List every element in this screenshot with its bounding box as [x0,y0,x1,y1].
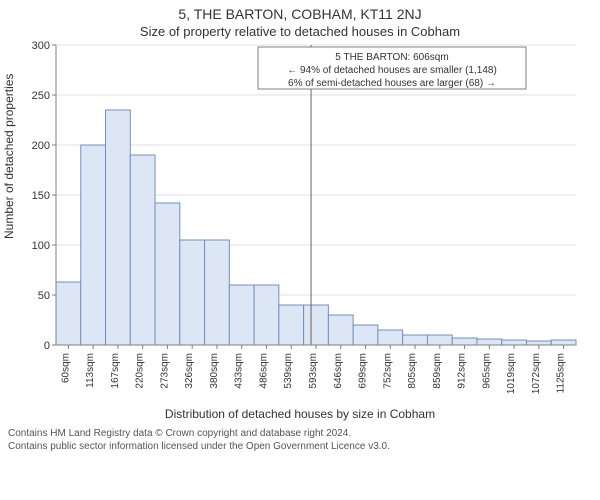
chart-container: Number of detached properties 0 50 100 150 2… [0,39,600,421]
histogram-bar [254,285,279,345]
x-tick-label: 326sqm [184,353,195,389]
histogram-bar [526,341,551,345]
x-tick-label: 220sqm [135,353,146,389]
main-title: 5, THE BARTON, COBHAM, KT11 2NJ [0,6,600,22]
x-axis-label: Distribution of detached houses by size … [0,407,600,421]
histogram-bar [477,339,502,345]
footer-line-2: Contains public sector information licen… [8,440,592,453]
histogram-bar [403,335,428,345]
histogram-bar [279,305,304,345]
y-tick-label: 200 [32,140,50,152]
annotation-line: 6% of semi-detached houses are larger (6… [288,78,496,89]
x-tick-label: 752sqm [382,353,393,389]
x-tick-label: 486sqm [258,353,269,389]
histogram-bar [551,340,576,345]
footer-line-1: Contains HM Land Registry data © Crown c… [8,427,592,440]
histogram-bar [180,240,205,345]
histogram-bar [155,203,180,345]
histogram-bar [229,285,254,345]
x-tick-label: 1072sqm [531,353,542,394]
histogram-bar [130,155,155,345]
x-tick-label: 646sqm [333,353,344,389]
annotation-line: 5 THE BARTON: 606sqm [335,52,448,63]
histogram-chart: 0 50 100 150 200 250 300 60sqm 113sqm 167sqm 220sq… [0,39,600,405]
histogram-bar [56,282,81,345]
histogram-bar [378,330,403,345]
annotation-line: ← 94% of detached houses are smaller (1,… [287,65,497,76]
y-axis-label: Number of detached properties [2,74,16,239]
footer-attribution: Contains HM Land Registry data © Crown c… [0,421,600,457]
x-tick-label: 699sqm [358,353,369,389]
histogram-bar [452,338,477,345]
histogram-bar [304,305,329,345]
x-tick-label: 380sqm [209,353,220,389]
x-tick-label: 167sqm [110,353,121,389]
subtitle: Size of property relative to detached ho… [0,24,600,39]
y-tick-label: 250 [32,90,50,102]
x-tick-label: 113sqm [85,353,96,388]
x-tick-label: 965sqm [481,353,492,389]
x-tick-label: 912sqm [457,353,468,389]
histogram-bar [81,145,106,345]
x-tick-label: 805sqm [407,353,418,389]
x-tick-label: 1125sqm [556,353,567,393]
x-tick-label: 1019sqm [506,353,517,394]
histogram-bar [502,340,527,345]
histogram-bar [427,335,452,345]
x-tick-label: 859sqm [432,353,443,389]
x-tick-label: 273sqm [159,353,170,389]
y-tick-label: 0 [44,340,50,352]
histogram-bar [205,240,230,345]
histogram-bar [353,325,378,345]
y-tick-label: 150 [32,190,50,202]
histogram-bar [106,110,131,345]
y-tick-label: 100 [32,240,50,252]
x-tick-label: 433sqm [234,353,245,389]
y-tick-label: 300 [32,40,50,52]
histogram-bar [328,315,353,345]
x-tick-label: 539sqm [283,353,294,389]
x-tick-label: 593sqm [308,353,319,389]
x-tick-label: 60sqm [60,353,71,383]
y-tick-label: 50 [38,290,50,302]
